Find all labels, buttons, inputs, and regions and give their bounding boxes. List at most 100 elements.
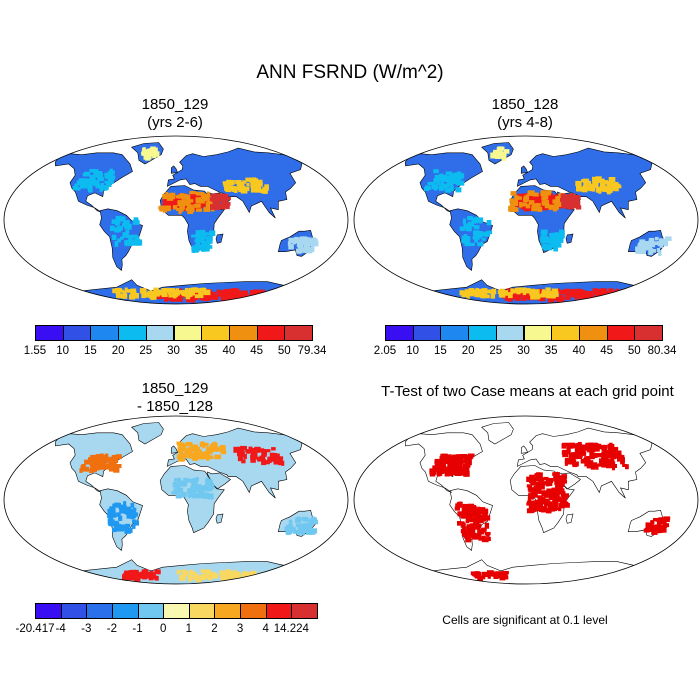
antarctica-patch [586,291,593,296]
signif-namerica [468,454,473,460]
samerica-patch [125,229,130,235]
antarctica-edge [459,290,464,296]
antarctica-edge [188,291,193,297]
greenland-patch [147,152,152,157]
sahara-patch [172,202,178,207]
colorbar-swatch [35,325,64,341]
namerica-patch [445,171,453,175]
signif-samerica [477,509,482,514]
antarctica-patch [629,288,636,293]
asia-warm [273,459,279,465]
colorbar-swatch [145,325,175,341]
antarctica-edge [478,290,486,294]
antarctica-patch [571,288,576,294]
antarctica-edge [510,289,515,294]
antarctica-patch [602,297,608,303]
colorbar-swatch [578,325,608,341]
signif-namerica [463,468,468,473]
australia-cool [300,526,305,532]
africa-cool [191,478,199,483]
arabia-patch [218,193,224,198]
sahara-edge [162,193,168,200]
signif-samerica [471,517,477,523]
eurasia-warm [185,442,193,447]
africa-cool [173,488,180,495]
colorbar-swatch [240,603,267,619]
antarctica-patch [526,295,532,301]
sahara-patch [175,200,180,205]
antarctica-patch [188,296,192,302]
signif-namerica [432,465,438,471]
africa-cool [172,481,178,488]
colorbar-swatch [284,325,313,341]
samerica-cool [132,512,138,517]
antarctica-mixed [192,576,197,580]
asia-patch [262,186,269,191]
australia-cool [296,530,304,535]
namerica-patch [104,180,109,184]
antarctica-mixed [250,572,256,577]
asia-patch [222,181,229,185]
namerica-patch [97,177,105,182]
asia-patch [254,188,262,193]
colorbar-tick-label: -3 [81,623,92,635]
antarctica-edge [469,288,474,293]
australia-patch [639,246,645,253]
namerica-warm [96,454,104,458]
australia-patch [311,242,315,248]
sahara-edge [535,207,540,212]
sahara-edge [206,191,211,197]
greenland-patch [497,149,503,154]
australia-patch [298,237,305,244]
greenland-patch [503,149,510,154]
asia-warm [261,455,266,460]
eurasia-warm [213,446,220,452]
signif-africa [561,494,568,499]
antarctica-patch [194,296,199,300]
australia-patch [657,241,662,247]
australia-patch [647,242,655,247]
samerica-patch [478,243,484,247]
signif-africa [560,491,566,497]
antarctica-patch [264,292,270,299]
namerica-patch [76,180,84,185]
namerica-patch [447,176,452,182]
antarctica-patch [559,294,564,298]
sahara-edge [196,191,202,196]
safrica-patch [553,246,559,252]
signif-eurasia [594,442,598,449]
sahara-edge [546,190,552,194]
signif-eurasia [620,457,625,463]
antarctica-mixed [195,576,202,583]
signif-africa [562,475,567,481]
colorbar-swatch [86,603,113,619]
namerica-patch [450,186,454,192]
colorbar-swatch [412,325,442,341]
colorbar-swatch [291,603,318,619]
asia-patch [593,180,597,185]
arabia-patch [222,204,226,210]
antarctica-patch [617,293,624,297]
antarctica-mixed [192,571,197,576]
antarctica-patch [256,295,263,302]
asia-patch [581,187,588,193]
namerica-patch [109,175,115,180]
signif-eurasia [619,454,625,460]
signif-eurasia [568,443,573,449]
sahara-edge [182,195,187,199]
sahara-edge [541,200,546,206]
colorbar-swatch [111,603,139,619]
antarctica-edge [118,289,124,293]
panel-3-title-line2: - 1850_128 [137,398,213,415]
signif-australia [650,521,654,527]
australia-patch [638,250,645,255]
namerica-warm [107,463,111,467]
colorbar-swatch [606,325,636,341]
asia-patch [227,181,234,186]
arabia-patch [572,197,579,203]
namerica-warm [115,454,122,460]
asia-warm [233,446,240,453]
namerica-warm [89,460,96,467]
sahara-edge [511,200,518,204]
africa-cool [200,489,205,494]
